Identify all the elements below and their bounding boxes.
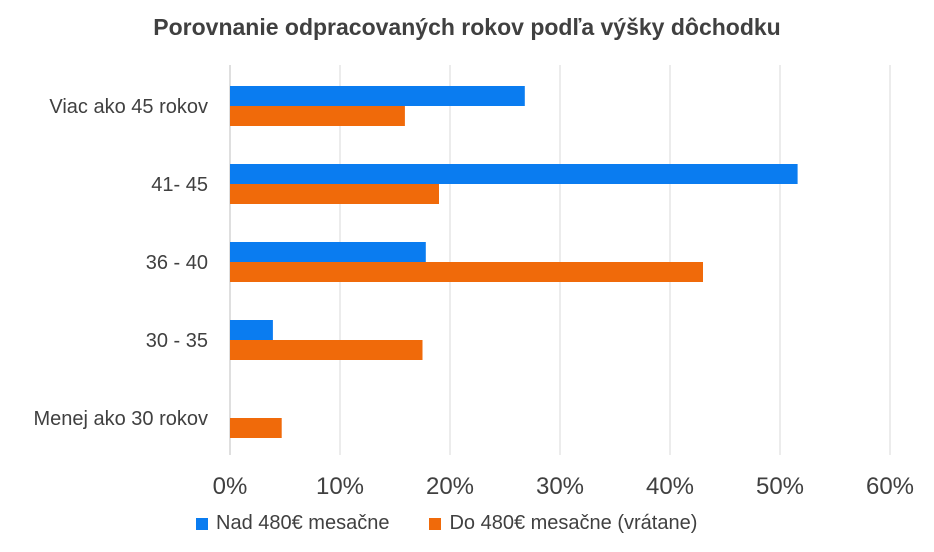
x-tick-label: 30% — [536, 473, 584, 500]
bar-series-1 — [230, 242, 426, 262]
x-tick-label: 40% — [646, 473, 694, 500]
legend-swatch — [429, 517, 442, 530]
bar-series-1 — [230, 320, 273, 340]
bar-series-2 — [230, 418, 282, 438]
bar-series-2 — [230, 184, 439, 204]
category-label: Viac ako 45 rokov — [49, 96, 208, 118]
category-label: 36 - 40 — [146, 252, 208, 274]
category-label: 30 - 35 — [146, 330, 208, 352]
bar-series-2 — [230, 106, 405, 126]
x-tick-label: 20% — [426, 473, 474, 500]
x-tick-label: 60% — [866, 473, 914, 500]
legend-item-series-1: Nad 480€ mesačne — [196, 512, 389, 535]
x-axis-labels: 0% 10% 20% 30% 40% 50% 60% — [213, 473, 914, 500]
bars — [230, 86, 798, 438]
legend-label: Nad 480€ mesačne — [216, 512, 390, 534]
bar-series-2 — [230, 262, 703, 282]
bar-series-1 — [230, 86, 525, 106]
x-tick-label: 0% — [213, 473, 248, 500]
x-tick-label: 10% — [316, 473, 364, 500]
bar-series-1 — [230, 164, 798, 184]
category-label: 41- 45 — [151, 174, 208, 196]
category-label: Menej ako 30 rokov — [33, 408, 208, 430]
legend-label: Do 480€ mesačne (vrátane) — [449, 512, 698, 534]
legend-item-series-2: Do 480€ mesačne (vrátane) — [429, 512, 697, 535]
bar-series-2 — [230, 340, 423, 360]
x-tick-label: 50% — [756, 473, 804, 500]
y-axis-labels: Viac ako 45 rokov 41- 45 36 - 40 30 - 35 Men… — [33, 96, 208, 430]
chart-title: Porovnanie odpracovaných rokov podľa výš… — [153, 14, 781, 40]
legend: Nad 480€ mesačne Do 480€ mesačne (vrátan… — [196, 512, 737, 535]
legend-swatch — [196, 517, 208, 530]
